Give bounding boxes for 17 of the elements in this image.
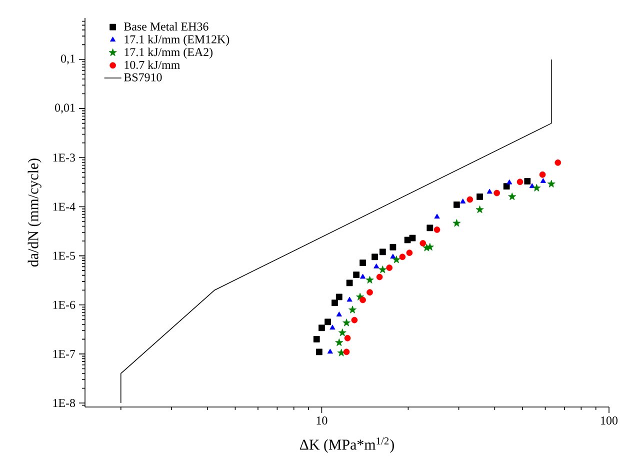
y-tick-label: 1E-7 <box>53 350 76 358</box>
y-tick-label: 1E-6 <box>53 300 76 309</box>
y-tick-label: 1E-3 <box>53 154 76 162</box>
legend-label: Base Metal EH36 <box>124 22 208 31</box>
y-axis-title: da/dN (mm/cycle) <box>28 158 42 267</box>
x-axis-title: ΔK (MPa*m$^{1/2}$) <box>300 437 394 453</box>
legend-label: 17.1 kJ/mm (EM12K) <box>124 34 230 46</box>
legend-label: BS7910 <box>124 73 162 82</box>
y-tick-label: 1E-8 <box>53 398 76 408</box>
y-tick-label: 0,01 <box>55 104 75 114</box>
legend-label: 10.7 kJ/mm <box>124 60 180 69</box>
legend-label: 17.1 kJ/mm (EA2) <box>124 48 213 59</box>
x-tick-label: 10 <box>316 416 328 425</box>
y-tick-label: 0,1 <box>61 54 75 64</box>
y-tick-label: 1E-5 <box>53 252 76 260</box>
x-tick-label: 100 <box>601 416 618 425</box>
y-tick-label: 1E-4 <box>53 202 76 211</box>
